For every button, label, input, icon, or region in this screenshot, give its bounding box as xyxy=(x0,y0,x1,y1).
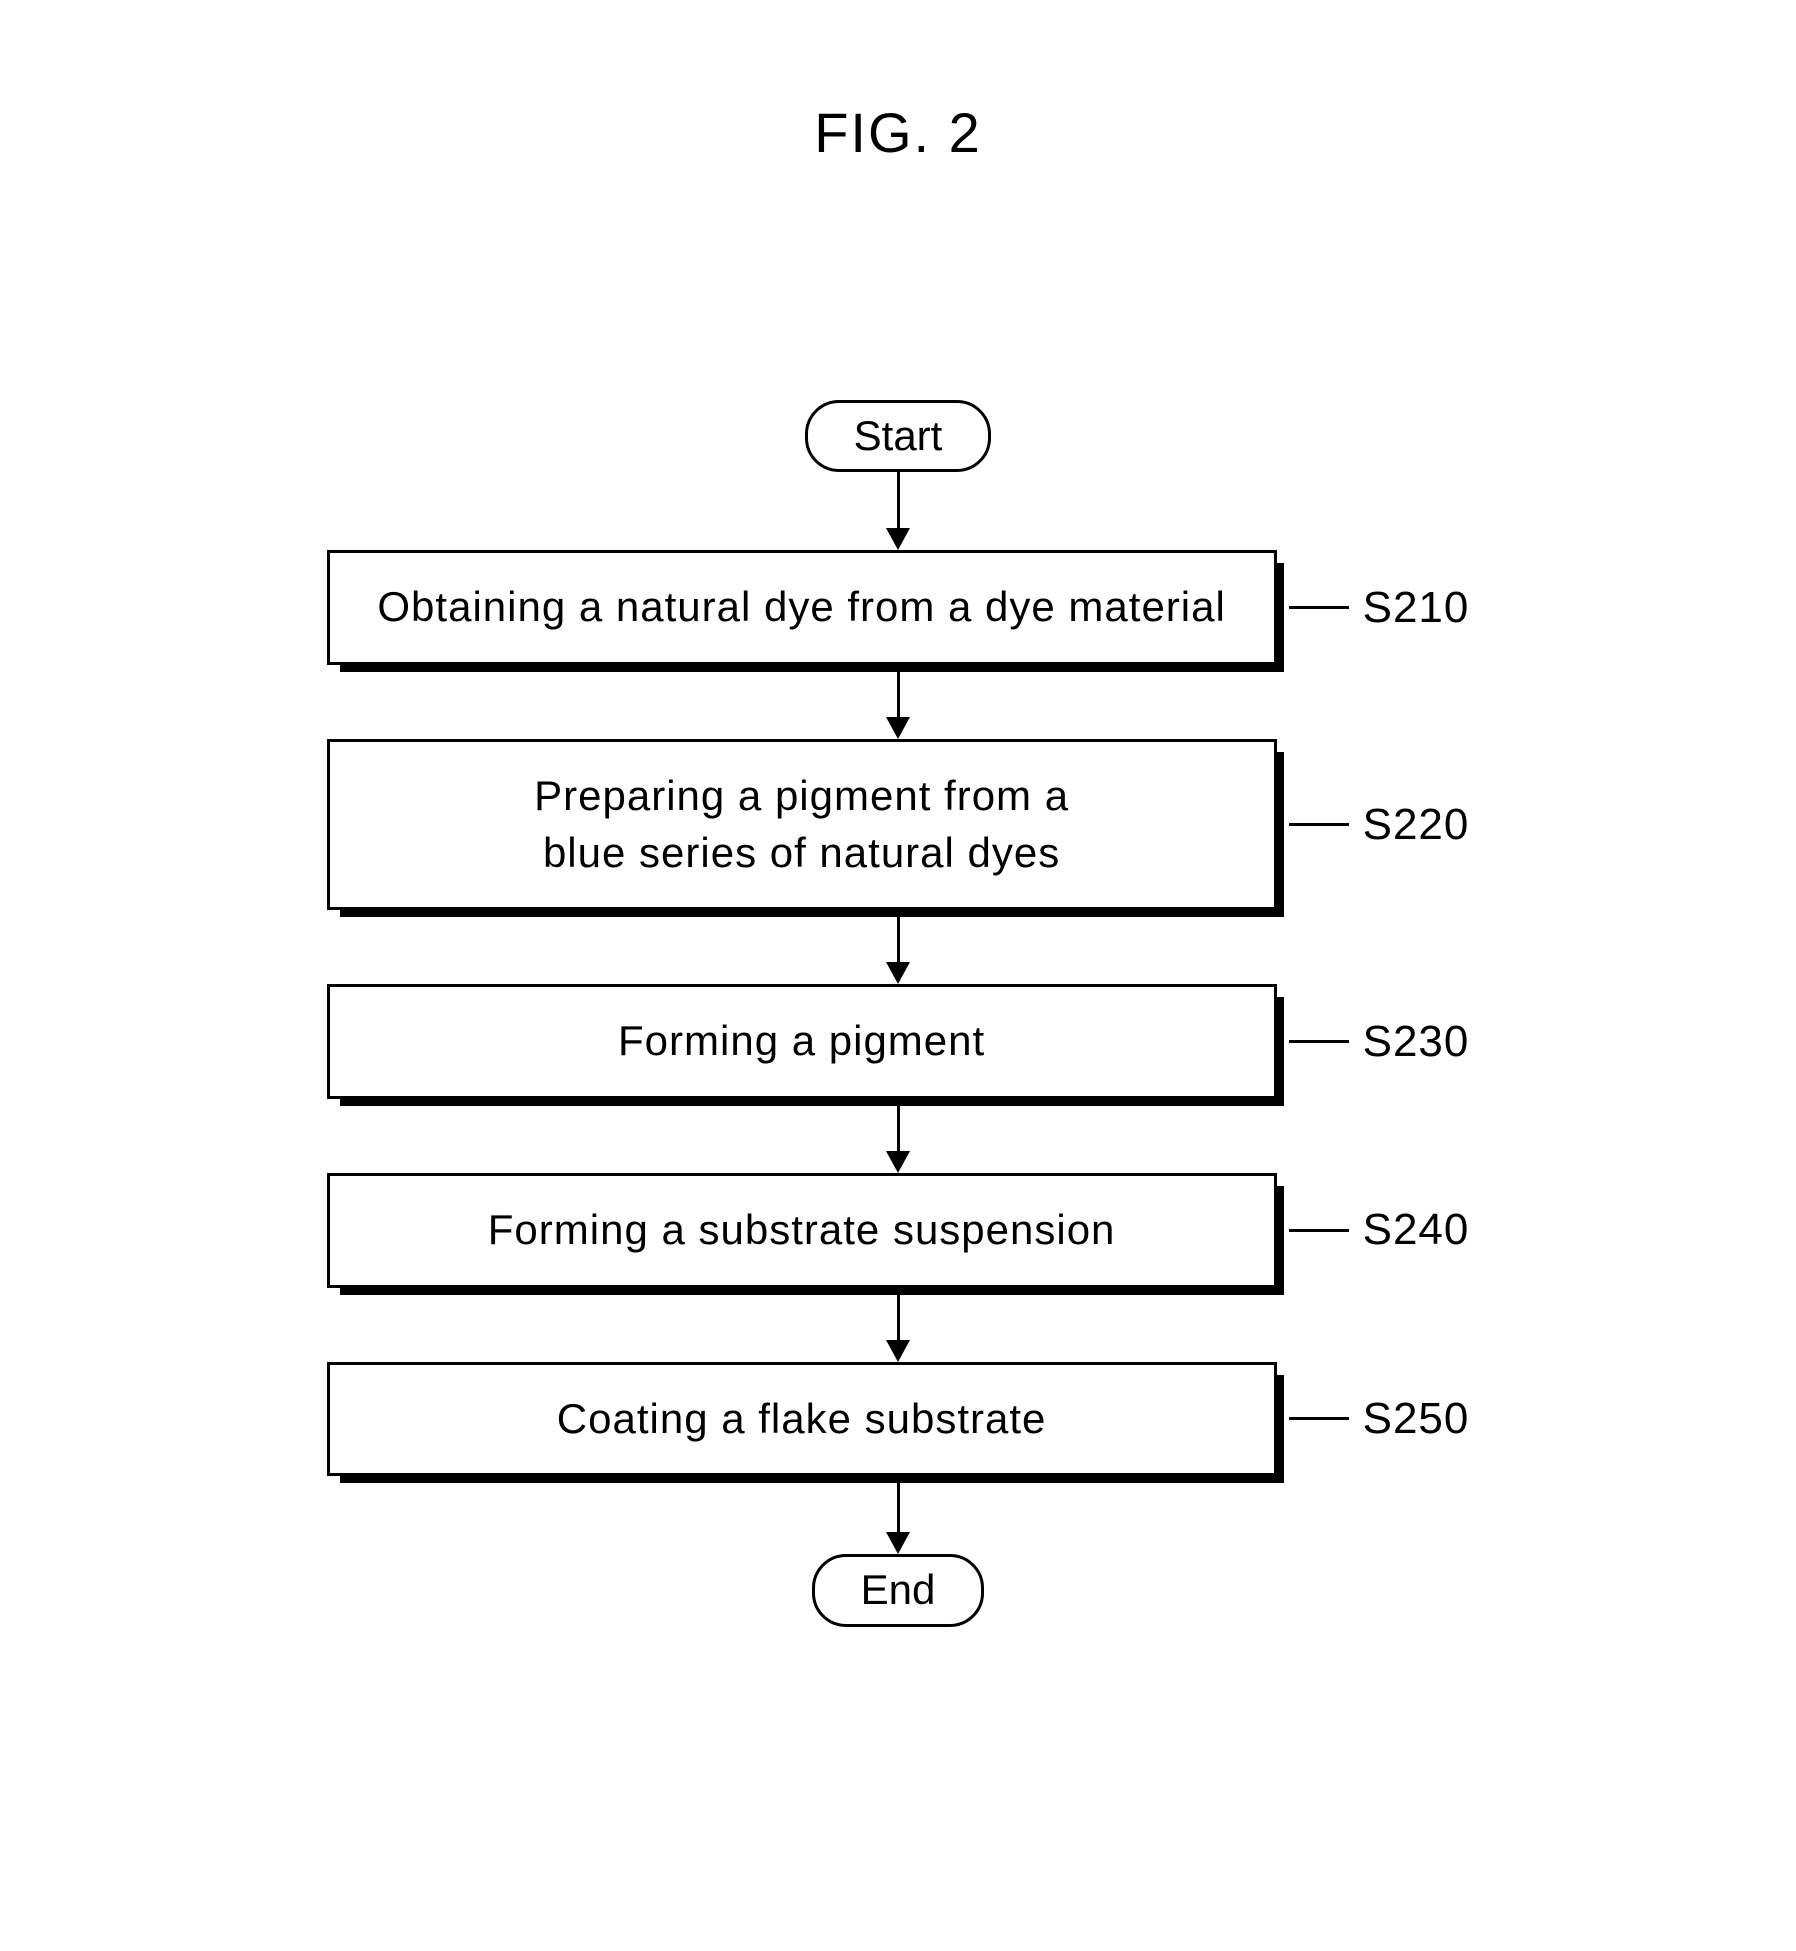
step-box: Forming a pigment xyxy=(327,984,1277,1099)
step-row: Obtaining a natural dye from a dye mater… xyxy=(327,550,1470,665)
step-text: Obtaining a natural dye from a dye mater… xyxy=(377,579,1225,636)
arrow xyxy=(886,1476,910,1554)
figure-title: FIG. 2 xyxy=(0,100,1796,165)
step-box: Preparing a pigment from ablue series of… xyxy=(327,739,1277,910)
step-box: Coating a flake substrate xyxy=(327,1362,1277,1477)
arrow-line xyxy=(897,1288,900,1340)
label-connector xyxy=(1289,823,1349,826)
arrow-head-icon xyxy=(886,962,910,984)
step-box: Forming a substrate suspension xyxy=(327,1173,1277,1288)
step-label: S230 xyxy=(1363,1017,1470,1067)
arrow-head-icon xyxy=(886,717,910,739)
step-label: S220 xyxy=(1363,800,1470,850)
step-row: Forming a substrate suspension S240 xyxy=(327,1173,1470,1288)
arrow-line xyxy=(897,472,900,528)
step-label: S250 xyxy=(1363,1394,1470,1444)
step-text: Forming a pigment xyxy=(618,1013,985,1070)
arrow-head-icon xyxy=(886,1151,910,1173)
label-connector xyxy=(1289,606,1349,609)
step-row: Forming a pigment S230 xyxy=(327,984,1470,1099)
arrow xyxy=(886,910,910,984)
end-terminator: End xyxy=(812,1554,985,1626)
label-connector xyxy=(1289,1417,1349,1420)
arrow-head-icon xyxy=(886,1340,910,1362)
arrow-line xyxy=(897,910,900,962)
step-wrap: Preparing a pigment from ablue series of… xyxy=(327,739,1277,910)
step-wrap: Forming a pigment xyxy=(327,984,1277,1099)
step-row: Preparing a pigment from ablue series of… xyxy=(327,739,1470,910)
step-wrap: Coating a flake substrate xyxy=(327,1362,1277,1477)
step-text: Preparing a pigment from ablue series of… xyxy=(534,768,1069,881)
arrow-line xyxy=(897,665,900,717)
page: FIG. 2 Start Obtaining a natural dye fro… xyxy=(0,0,1796,1951)
arrow-line xyxy=(897,1099,900,1151)
label-connector xyxy=(1289,1229,1349,1232)
arrow xyxy=(886,472,910,550)
flowchart: Start Obtaining a natural dye from a dye… xyxy=(0,400,1796,1627)
step-row: Coating a flake substrate S250 xyxy=(327,1362,1470,1477)
arrow xyxy=(886,665,910,739)
step-wrap: Obtaining a natural dye from a dye mater… xyxy=(327,550,1277,665)
step-wrap: Forming a substrate suspension xyxy=(327,1173,1277,1288)
arrow-head-icon xyxy=(886,528,910,550)
arrow-head-icon xyxy=(886,1532,910,1554)
arrow xyxy=(886,1288,910,1362)
label-connector xyxy=(1289,1040,1349,1043)
start-terminator: Start xyxy=(805,400,992,472)
arrow xyxy=(886,1099,910,1173)
step-label: S210 xyxy=(1363,583,1470,633)
step-box: Obtaining a natural dye from a dye mater… xyxy=(327,550,1277,665)
step-text: Forming a substrate suspension xyxy=(488,1202,1116,1259)
arrow-line xyxy=(897,1476,900,1532)
step-label: S240 xyxy=(1363,1205,1470,1255)
step-text: Coating a flake substrate xyxy=(557,1391,1047,1448)
